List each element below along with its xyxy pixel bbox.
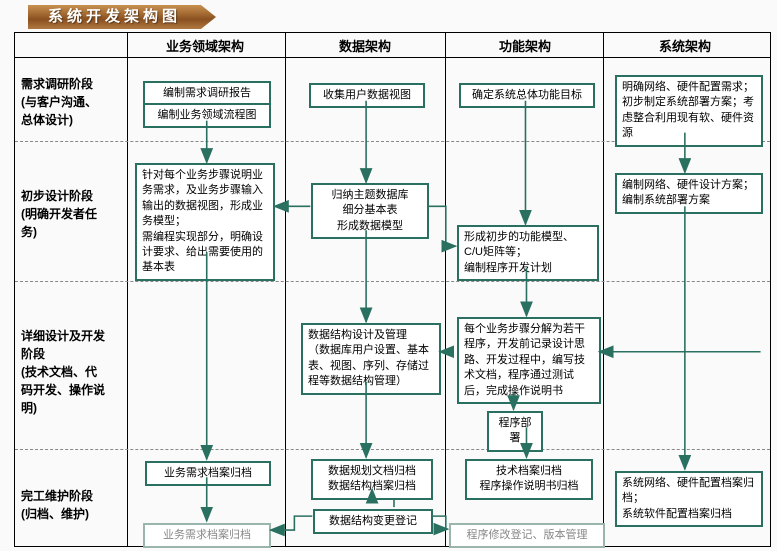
title-ribbon: 系统开发架构图 bbox=[28, 5, 216, 29]
row-header-r2: 初步设计阶段(明确开发者任务) bbox=[21, 187, 121, 241]
box-b22: 归纳主题数据库细分基本表形成数据模型 bbox=[311, 183, 429, 239]
row-header-r4: 完工维护阶段(归档、维护) bbox=[21, 487, 121, 523]
box-b41a: 业务需求档案归档 bbox=[145, 461, 271, 486]
box-b24: 编制网络、硬件设计方案；编制系统部署方案 bbox=[615, 173, 763, 214]
box-b13: 确定系统总体功能目标 bbox=[459, 83, 595, 108]
box-b33: 每个业务步骤分解为若干程序，开发前记录设计思路、开发过程中，编写技术文档，程序通… bbox=[457, 317, 601, 404]
box-b12: 收集用户数据视图 bbox=[309, 83, 425, 108]
box-b42b: 数据结构变更登记 bbox=[313, 509, 433, 534]
row-header-r3: 详细设计及开发阶段(技术文档、代码开发、操作说明) bbox=[21, 327, 121, 417]
diagram-grid: 业务领域架构 数据架构 功能架构 系统架构需求调研阶段(与客户沟通、总体设计) 初步设计… bbox=[14, 32, 771, 547]
col-header-c3: 功能架构 bbox=[465, 36, 585, 55]
box-b44: 系统网络、硬件配置档案归档；系统软件配置档案归档 bbox=[615, 471, 763, 527]
box-b21: 针对每个业务步骤说明业务需求，及业务步骤输入输出的数据视图，形成业务模型；需编程… bbox=[135, 163, 275, 281]
col-header-c2: 数据架构 bbox=[305, 36, 425, 55]
box-b23: 形成初步的功能模型、C/U矩阵等；编制程序开发计划 bbox=[457, 225, 599, 281]
box-b32: 数据结构设计及管理（数据库用户设置、基本表、视图、序列、存储过程等数据结构管理） bbox=[301, 323, 441, 395]
box-b43b: 程序修改登记、版本管理 bbox=[449, 523, 605, 548]
row-header-r1: 需求调研阶段(与客户沟通、总体设计) bbox=[21, 75, 121, 129]
col-header-c4: 系统架构 bbox=[625, 36, 745, 55]
box-b33b: 程序部署 bbox=[487, 411, 543, 452]
box-b41b: 业务需求档案归档 bbox=[143, 523, 271, 548]
col-header-c1: 业务领域架构 bbox=[145, 36, 265, 55]
box-b42a: 数据规划文档归档数据结构档案归档 bbox=[311, 459, 433, 500]
box-b43a: 技术档案归档程序操作说明书归档 bbox=[465, 459, 593, 500]
box-b11b: 编制业务领域流程图 bbox=[143, 103, 271, 128]
box-b14: 明确网络、硬件配置需求；初步制定系统部署方案；考虑整合利用现有软、硬件资源 bbox=[615, 75, 763, 147]
